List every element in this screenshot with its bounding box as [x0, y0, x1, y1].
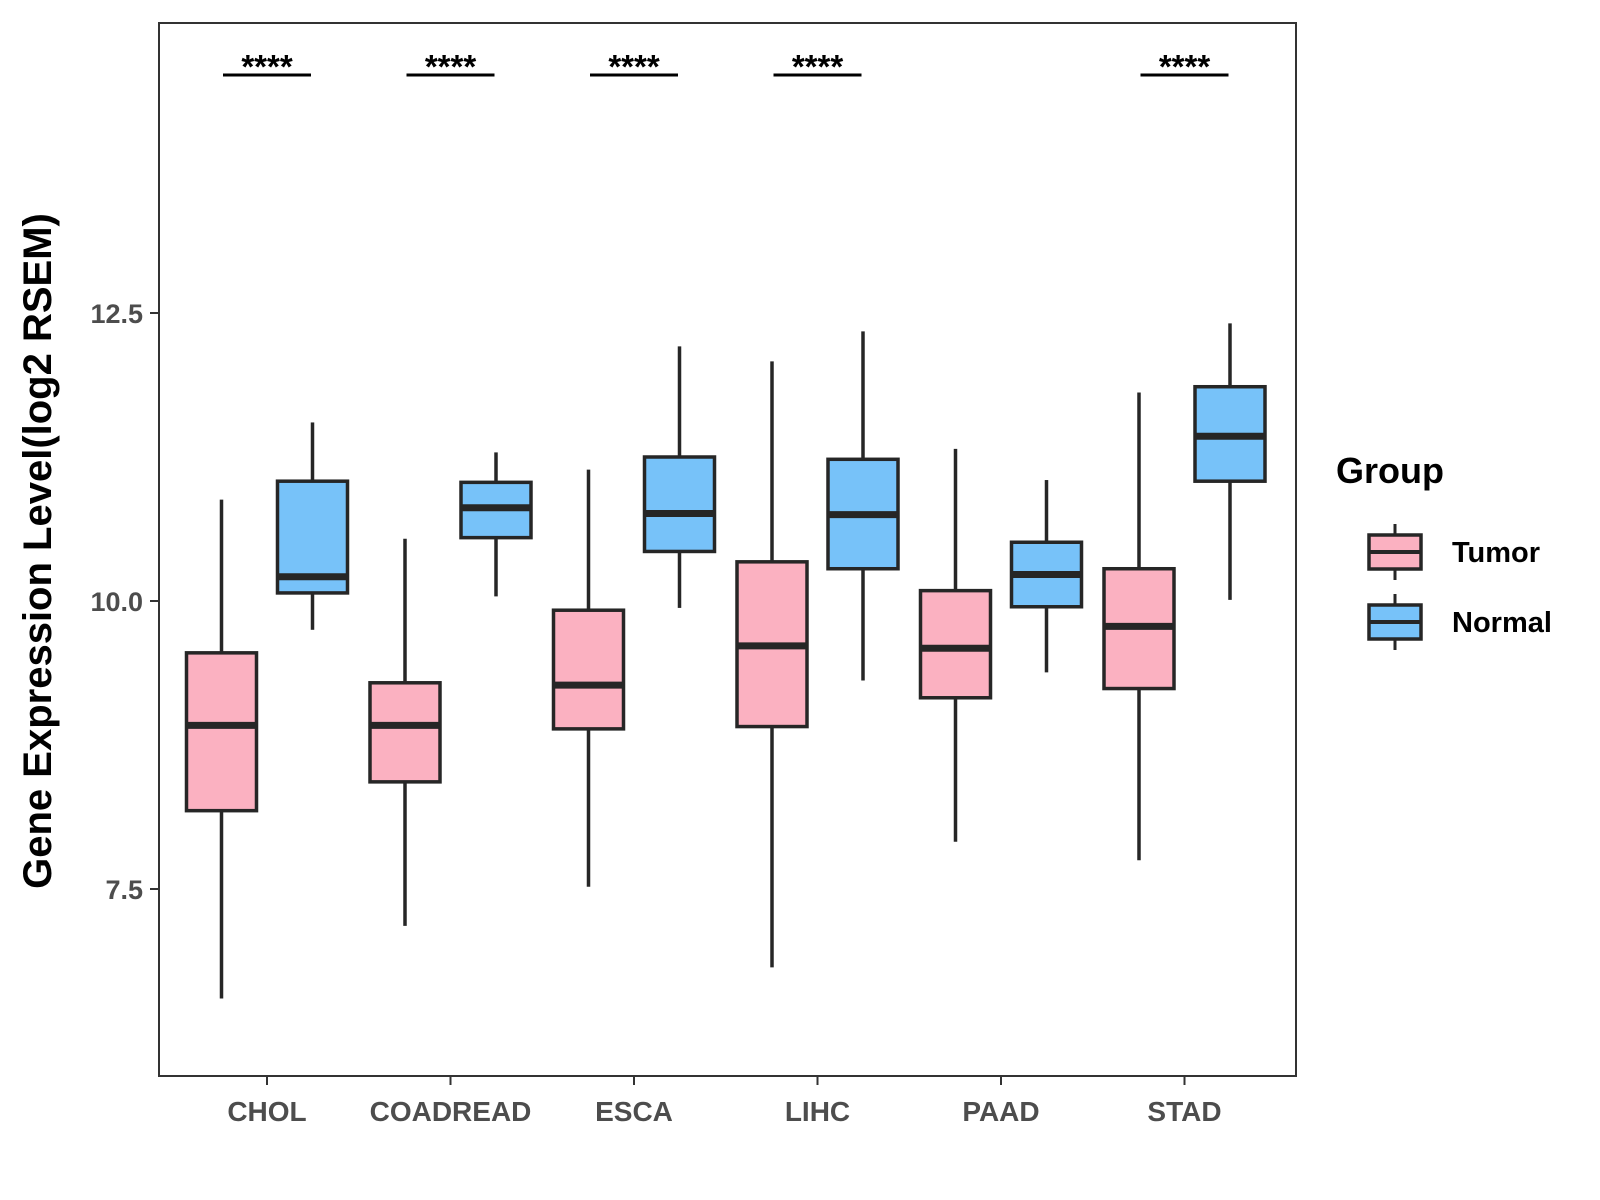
y-axis-title: Gene Expression Level(log2 RSEM) [16, 213, 60, 889]
box-normal-coadread [459, 452, 533, 597]
legend-label-normal: Normal [1452, 607, 1552, 639]
box-normal-lihc [826, 331, 900, 681]
legend-key-tumor [1367, 524, 1423, 580]
box-normal-chol [275, 422, 350, 630]
significance-label: **** [425, 48, 477, 85]
significance-label: **** [1159, 48, 1211, 85]
significance-label: **** [792, 48, 844, 85]
significance-label: **** [241, 48, 293, 85]
y-tick-label: 10.0 [90, 587, 143, 617]
box-normal-esca [642, 346, 717, 608]
legend-title: Group [1336, 450, 1444, 491]
x-tick-label: LIHC [785, 1096, 850, 1127]
box-normal-paad [1009, 480, 1084, 673]
box-iqr [642, 455, 717, 554]
box-iqr [368, 681, 442, 784]
box-iqr [184, 651, 259, 813]
legend: Group Tumor Normal [1336, 450, 1552, 650]
box-tumor-chol [184, 499, 259, 999]
y-tick-label: 7.5 [105, 875, 143, 905]
box-tumor-stad [1102, 392, 1176, 861]
box-tumor-paad [918, 448, 993, 842]
box-tumor-coadread [368, 538, 442, 926]
y-tick-label: 12.5 [90, 299, 143, 329]
box-tumor-lihc [735, 361, 809, 968]
plot-area: **** **** **** **** **** [184, 48, 1267, 999]
box-iqr [918, 588, 993, 700]
axes: 7.5 10.0 12.5 CHOL COADREAD ESCA LIHC PAAD STAD [90, 22, 1297, 1127]
x-tick-label: STAD [1147, 1096, 1221, 1127]
legend-label-tumor: Tumor [1452, 537, 1540, 569]
x-tick-label: ESCA [595, 1096, 673, 1127]
legend-key-normal [1367, 594, 1423, 650]
box-normal-stad [1193, 323, 1267, 600]
significance-label: **** [608, 48, 660, 85]
x-tick-label: COADREAD [370, 1096, 532, 1127]
x-tick-label: PAAD [962, 1096, 1039, 1127]
box-iqr [551, 608, 626, 731]
panel-border [158, 22, 1297, 1077]
x-tick-label: CHOL [227, 1096, 306, 1127]
box-tumor-esca [551, 469, 626, 887]
